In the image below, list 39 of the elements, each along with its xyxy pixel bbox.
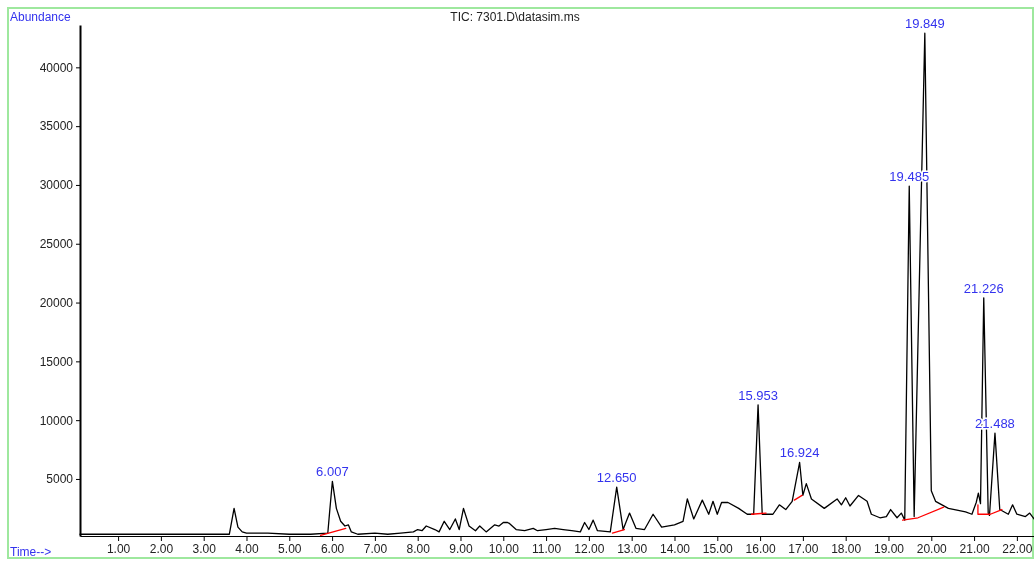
y-tick-label: 35000 (39, 119, 74, 134)
x-tick-label: 14.00 (659, 541, 691, 556)
annotation: 21.226 (963, 280, 1004, 296)
x-tick-label: 4.00 (235, 541, 259, 556)
x-tick-label: 19.00 (873, 541, 905, 556)
annotation: 16.924 (779, 445, 820, 461)
x-tick-label: 2.00 (149, 541, 174, 556)
x-tick-label: 11.00 (532, 541, 562, 556)
y-tick-label: 20000 (39, 295, 74, 310)
chart-title: TIC: 7301.D\datasim.ms (450, 10, 580, 24)
annotation: 19.849 (904, 16, 945, 32)
y-tick-label: 25000 (39, 237, 74, 252)
x-tick-label: 20.00 (916, 541, 948, 556)
x-tick-label: 22.00 (1002, 541, 1033, 556)
y-tick-label: 40000 (39, 60, 74, 75)
x-tick-label: 17.00 (788, 541, 819, 556)
x-tick-label: 21.00 (959, 541, 990, 556)
y-tick-label: 5000 (46, 472, 74, 487)
annotation: 15.953 (738, 387, 778, 403)
x-tick-label: 5.00 (278, 541, 302, 556)
x-tick-label: 1.00 (106, 541, 131, 556)
x-tick-label: 6.00 (320, 541, 345, 556)
x-tick-label: 8.00 (406, 541, 431, 556)
annotation: 6.007 (316, 464, 349, 480)
x-tick-label: 9.00 (449, 541, 473, 556)
x-tick-label: 13.00 (617, 541, 648, 556)
x-tick-label: 7.00 (363, 541, 388, 556)
y-tick-label: 30000 (39, 178, 74, 193)
x-tick-label: 3.00 (192, 541, 217, 556)
x-axis-title: Time--> (10, 545, 52, 559)
x-tick-label: 10.00 (488, 541, 520, 556)
y-tick-label: 10000 (39, 413, 74, 428)
x-tick-label: 16.00 (745, 541, 776, 556)
y-axis-title: Abundance (10, 10, 72, 24)
y-tick-label: 15000 (39, 354, 74, 369)
x-tick-label: 18.00 (831, 541, 862, 556)
x-tick-label: 12.00 (574, 541, 605, 556)
x-tick-label: 15.00 (702, 541, 734, 556)
annotation: 12.650 (596, 470, 637, 486)
